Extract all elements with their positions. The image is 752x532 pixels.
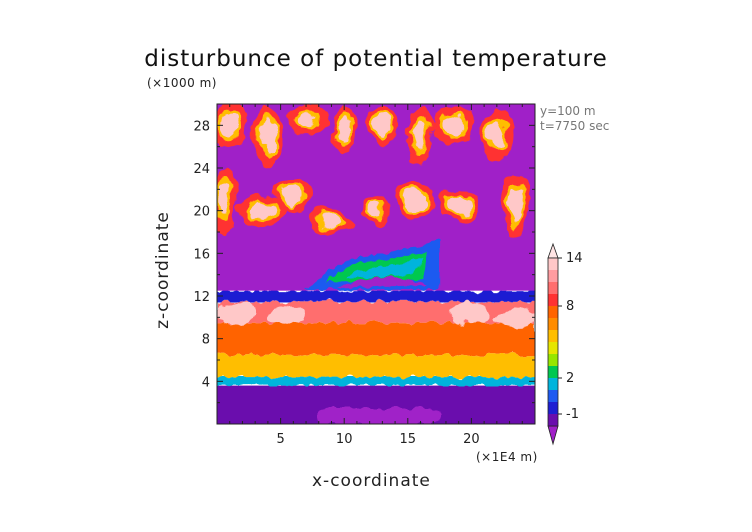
x-axis-label: x-coordinate (312, 471, 431, 491)
plot-frame (216, 103, 536, 425)
colorbar-tick-label: -1 (566, 407, 579, 422)
arch-inner (344, 257, 421, 279)
warm-patch-core (220, 112, 239, 139)
field-layer (217, 290, 535, 302)
warm-patch-core (218, 182, 231, 218)
colorbar-swatch (548, 354, 558, 366)
x-tick-label: 10 (336, 432, 353, 447)
warm-core (451, 303, 492, 324)
y-tick-label: 12 (193, 290, 210, 305)
colorbar-swatch (548, 282, 558, 294)
colorbar-tick-label: 14 (566, 251, 583, 266)
x-tick-label: 15 (400, 432, 417, 447)
colorbar-tick-label: 8 (566, 299, 574, 314)
warm-patch-core (250, 202, 273, 219)
contour-field (217, 104, 535, 424)
warm-core (266, 305, 307, 326)
y-scale-note: (×1000 m) (147, 76, 217, 90)
colorbar-swatch (548, 366, 558, 378)
field-layer (217, 354, 535, 378)
arch-feature (306, 239, 440, 290)
colorbar-swatch (548, 330, 558, 342)
chart-title: disturbunce of potential temperature (144, 46, 608, 72)
colorbar-swatch (548, 342, 558, 354)
annotation-time: t=7750 sec (540, 119, 610, 133)
warm-patch-core (374, 114, 390, 136)
warm-patch-core (405, 190, 424, 210)
colorbar-min-arrow (547, 425, 559, 446)
warm-patch-core (260, 120, 276, 152)
colorbar-swatch (548, 294, 558, 306)
colorbar-swatch (548, 270, 558, 282)
arch-hole (337, 277, 427, 288)
colorbar-swatch (548, 258, 558, 270)
x-scale-note: (×1E4 m) (476, 450, 538, 464)
warm-patch-core (369, 201, 383, 220)
warm-patch-core (296, 111, 316, 129)
colorbar-swatch (548, 390, 558, 402)
field-layer (318, 408, 440, 424)
warm-patch-core (320, 214, 343, 229)
y-tick-label: 4 (202, 375, 210, 390)
colorbar-max-arrow (547, 242, 559, 259)
x-tick-label: 20 (463, 432, 480, 447)
field-layer (217, 377, 535, 386)
warm-band-cores (217, 303, 535, 328)
y-tick-label: 8 (202, 333, 210, 348)
colorbar-swatch (548, 414, 558, 426)
warm-patch-core (489, 121, 505, 151)
colorbar-swatch (548, 318, 558, 330)
warm-core (217, 303, 257, 324)
colorbar-frame (547, 257, 559, 427)
y-axis: 4 8 12 16 20 24 28 (193, 119, 535, 404)
colorbar-swatch (548, 306, 558, 318)
warm-patches (217, 104, 530, 236)
warm-patch-core (414, 120, 427, 152)
y-tick-label: 24 (193, 162, 210, 177)
warm-patch-core (285, 185, 302, 205)
warm-core (495, 307, 535, 328)
y-tick-label: 20 (193, 205, 210, 220)
warm-patch-core (508, 188, 523, 222)
field-layer (217, 322, 535, 355)
annotation-y: y=100 m (540, 104, 596, 118)
y-tick-label: 16 (193, 247, 210, 262)
colorbar-swatch (548, 402, 558, 414)
x-axis: 5 10 15 20 (229, 104, 523, 447)
colorbar-swatch (548, 378, 558, 390)
warm-patch-core (442, 114, 463, 136)
colorbar: -1 2 8 14 (547, 242, 583, 446)
warm-patch-core (337, 117, 351, 144)
y-tick-label: 28 (193, 119, 210, 134)
warm-patch-core (448, 196, 469, 215)
x-tick-label: 5 (276, 432, 284, 447)
colorbar-tick-label: 2 (566, 371, 574, 386)
